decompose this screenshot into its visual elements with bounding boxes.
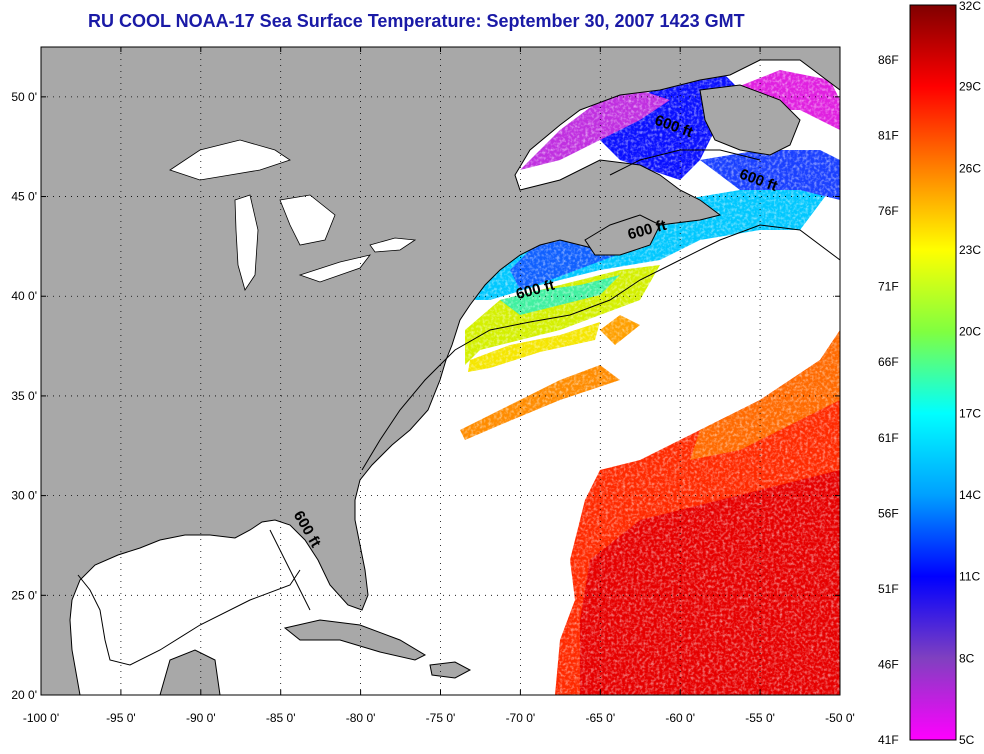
x-tick-label: -55 0' bbox=[745, 711, 775, 725]
x-axis-labels: -100 0' -95 0' -90 0' -85 0' -80 0' -75 0' -70… bbox=[23, 711, 855, 725]
lake-michigan bbox=[234, 194, 259, 291]
y-tick-label: 20 0' bbox=[11, 688, 37, 702]
x-tick-label: -70 0' bbox=[506, 711, 536, 725]
nova-scotia bbox=[584, 214, 661, 256]
x-tick-label: -60 0' bbox=[665, 711, 695, 725]
y-axis-labels: 50 0' 45 0' 40 0' 35 0' 30 0' 25 0' 20 0' bbox=[11, 90, 37, 702]
y-tick-label: 30 0' bbox=[11, 489, 37, 503]
lake-erie bbox=[298, 254, 372, 283]
y-tick-label: 35 0' bbox=[11, 389, 37, 403]
x-tick-label: -80 0' bbox=[346, 711, 376, 725]
cuba bbox=[283, 619, 427, 661]
newfoundland bbox=[699, 84, 801, 156]
x-tick-label: -50 0' bbox=[825, 711, 855, 725]
lake-superior bbox=[169, 139, 291, 181]
x-tick-label: -75 0' bbox=[426, 711, 456, 725]
x-tick-label: -90 0' bbox=[186, 711, 216, 725]
x-tick-label: -100 0' bbox=[23, 711, 59, 725]
hispaniola bbox=[429, 661, 472, 679]
great-lakes bbox=[169, 139, 417, 291]
yucatan bbox=[159, 649, 221, 695]
x-tick-label: -65 0' bbox=[585, 711, 615, 725]
map-title: RU COOL NOAA-17 Sea Surface Temperature:… bbox=[88, 11, 745, 31]
x-tick-label: -85 0' bbox=[266, 711, 296, 725]
lake-ontario bbox=[369, 237, 417, 253]
axis-ticks bbox=[40, 47, 841, 696]
y-tick-label: 25 0' bbox=[11, 588, 37, 602]
lake-huron bbox=[279, 194, 336, 246]
x-tick-label: -95 0' bbox=[106, 711, 136, 725]
grid bbox=[41, 47, 840, 695]
y-tick-label: 40 0' bbox=[11, 289, 37, 303]
y-tick-label: 50 0' bbox=[11, 90, 37, 104]
y-tick-label: 45 0' bbox=[11, 190, 37, 204]
